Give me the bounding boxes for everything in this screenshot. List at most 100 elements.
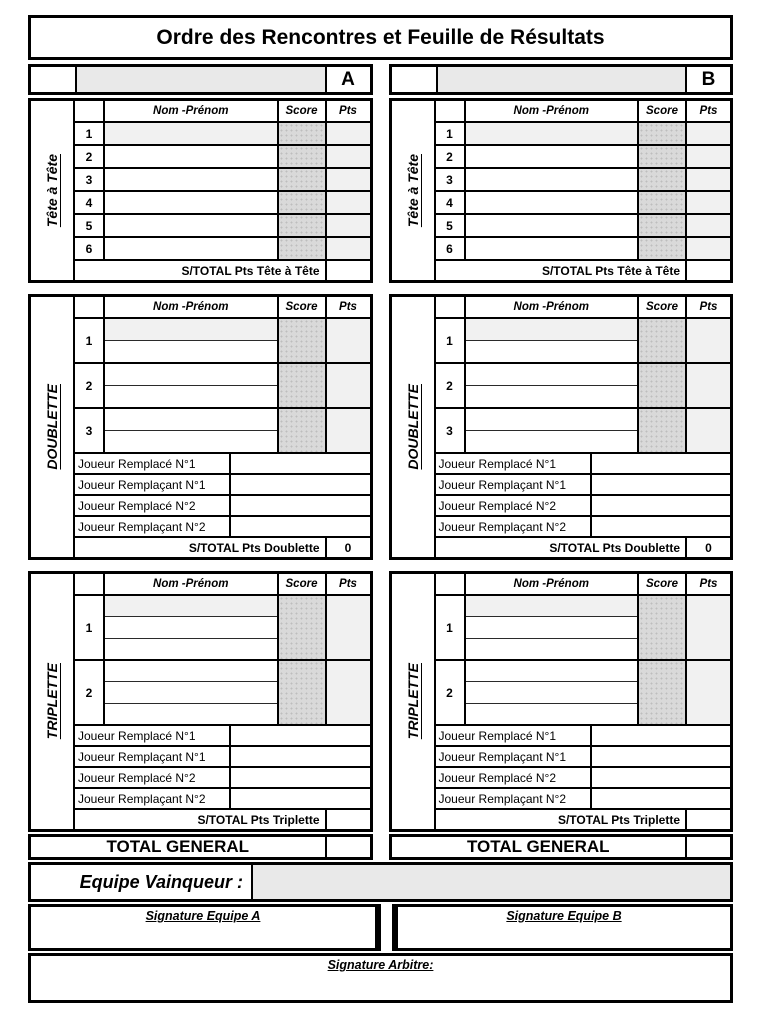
- score-cell[interactable]: [276, 409, 325, 452]
- tete-subtotal-value[interactable]: [324, 261, 370, 280]
- player-name-cell[interactable]: [103, 169, 277, 190]
- total-general-value[interactable]: [324, 837, 370, 857]
- signature-team-b-area[interactable]: [398, 923, 730, 948]
- team-a-name-field[interactable]: [75, 67, 325, 92]
- player-name-cell[interactable]: [465, 385, 637, 407]
- team-b-name-field[interactable]: [435, 67, 685, 92]
- player-name-cell[interactable]: [463, 192, 638, 213]
- player-name-cell[interactable]: [465, 681, 637, 702]
- player-name-cell[interactable]: [103, 123, 277, 144]
- score-cell[interactable]: [276, 215, 325, 236]
- player-name-cell[interactable]: [463, 238, 638, 259]
- score-cell[interactable]: [637, 215, 685, 236]
- player-name-cell[interactable]: [465, 637, 637, 659]
- player-name-cell[interactable]: [465, 340, 637, 362]
- player-name-cell[interactable]: [105, 681, 277, 702]
- replacement-input[interactable]: [229, 517, 370, 536]
- pts-cell[interactable]: [324, 409, 370, 452]
- score-cell[interactable]: [276, 192, 325, 213]
- replacement-input[interactable]: [229, 496, 370, 515]
- score-cell[interactable]: [637, 319, 685, 362]
- player-name-cell[interactable]: [103, 238, 277, 259]
- doublette-subtotal-value[interactable]: 0: [324, 538, 370, 557]
- score-cell[interactable]: [637, 596, 685, 659]
- pts-cell[interactable]: [685, 146, 730, 167]
- score-cell[interactable]: [637, 661, 685, 724]
- player-name-cell[interactable]: [465, 702, 637, 724]
- player-name-cell[interactable]: [465, 430, 637, 452]
- score-cell[interactable]: [276, 146, 325, 167]
- pts-cell[interactable]: [685, 215, 730, 236]
- pts-cell[interactable]: [324, 319, 370, 362]
- score-cell[interactable]: [637, 364, 685, 407]
- score-cell[interactable]: [276, 169, 325, 190]
- total-general-value[interactable]: [685, 837, 730, 857]
- replacement-input[interactable]: [589, 475, 731, 494]
- signature-referee-area[interactable]: [31, 972, 730, 1000]
- replacement-input[interactable]: [589, 454, 731, 473]
- player-name-cell[interactable]: [105, 637, 277, 659]
- player-name-cell[interactable]: [105, 385, 277, 407]
- player-name-cell[interactable]: [463, 215, 638, 236]
- player-name-cell[interactable]: [103, 192, 277, 213]
- replacement-input[interactable]: [589, 747, 731, 766]
- pts-cell[interactable]: [324, 364, 370, 407]
- pts-cell[interactable]: [324, 215, 370, 236]
- player-name-cell[interactable]: [466, 364, 638, 385]
- pts-cell[interactable]: [324, 169, 370, 190]
- player-name-cell[interactable]: [465, 596, 637, 617]
- pts-cell[interactable]: [324, 596, 370, 659]
- winner-field[interactable]: [253, 865, 730, 899]
- player-name-cell[interactable]: [105, 616, 277, 637]
- score-cell[interactable]: [637, 123, 685, 144]
- player-name-cell[interactable]: [103, 215, 277, 236]
- pts-cell[interactable]: [685, 192, 730, 213]
- replacement-input[interactable]: [589, 726, 731, 745]
- replacement-input[interactable]: [589, 496, 731, 515]
- pts-cell[interactable]: [685, 123, 730, 144]
- pts-cell[interactable]: [685, 661, 730, 724]
- score-cell[interactable]: [276, 596, 325, 659]
- player-name-cell[interactable]: [463, 169, 638, 190]
- pts-cell[interactable]: [685, 596, 730, 659]
- player-name-cell[interactable]: [463, 123, 637, 144]
- pts-cell[interactable]: [324, 661, 370, 724]
- score-cell[interactable]: [276, 661, 325, 724]
- replacement-input[interactable]: [589, 789, 731, 808]
- player-name-cell[interactable]: [105, 319, 277, 340]
- replacement-input[interactable]: [229, 789, 370, 808]
- score-cell[interactable]: [276, 123, 325, 144]
- pts-cell[interactable]: [685, 409, 730, 452]
- pts-cell[interactable]: [324, 123, 370, 144]
- player-name-cell[interactable]: [105, 340, 277, 362]
- player-name-cell[interactable]: [105, 364, 277, 385]
- player-name-cell[interactable]: [105, 702, 277, 724]
- triplette-subtotal-value[interactable]: [324, 810, 370, 829]
- replacement-input[interactable]: [589, 517, 731, 536]
- player-name-cell[interactable]: [103, 146, 277, 167]
- score-cell[interactable]: [637, 238, 685, 259]
- score-cell[interactable]: [276, 238, 325, 259]
- replacement-input[interactable]: [589, 768, 731, 787]
- pts-cell[interactable]: [324, 192, 370, 213]
- score-cell[interactable]: [276, 319, 325, 362]
- player-name-cell[interactable]: [465, 319, 637, 340]
- replacement-input[interactable]: [229, 454, 370, 473]
- pts-cell[interactable]: [685, 238, 730, 259]
- doublette-subtotal-value[interactable]: 0: [685, 538, 730, 557]
- pts-cell[interactable]: [685, 169, 730, 190]
- player-name-cell[interactable]: [466, 409, 638, 430]
- replacement-input[interactable]: [229, 747, 370, 766]
- score-cell[interactable]: [276, 364, 325, 407]
- replacement-input[interactable]: [229, 475, 370, 494]
- signature-team-a-area[interactable]: [31, 923, 375, 948]
- replacement-input[interactable]: [229, 726, 370, 745]
- pts-cell[interactable]: [685, 319, 730, 362]
- replacement-input[interactable]: [229, 768, 370, 787]
- player-name-cell[interactable]: [465, 616, 637, 637]
- player-name-cell[interactable]: [105, 596, 277, 617]
- pts-cell[interactable]: [685, 364, 730, 407]
- pts-cell[interactable]: [324, 238, 370, 259]
- score-cell[interactable]: [637, 192, 685, 213]
- player-name-cell[interactable]: [466, 661, 638, 681]
